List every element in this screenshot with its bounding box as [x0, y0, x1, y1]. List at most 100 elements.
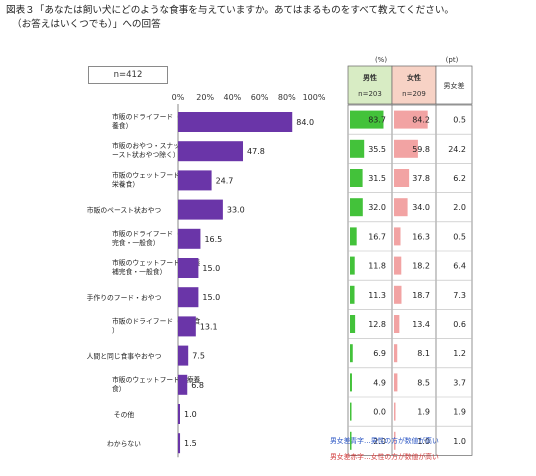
female-bar [394, 227, 401, 246]
female-bar [394, 198, 408, 217]
overall-bar [178, 374, 188, 395]
overall-value-label: 33.0 [227, 206, 245, 215]
diff-value-label: 1.0 [453, 437, 466, 446]
male-bar [350, 373, 352, 392]
female-value-label: 16.3 [412, 232, 430, 241]
female-bar [394, 373, 398, 392]
overall-bar [178, 345, 189, 366]
female-value-label: 13.4 [412, 320, 430, 329]
diff-value-label: 6.4 [453, 262, 466, 271]
category-label: 養食） [112, 121, 132, 130]
category-label: 市販のドライフード（療養食 [112, 316, 201, 325]
overall-bar [178, 433, 181, 454]
figure-title: 図表３「あなたは飼い犬にどのような食事を与えていますか。あてはまるものをすべて教… [6, 4, 454, 32]
category-label: 完食・一般食） [112, 238, 160, 247]
male-bar [350, 110, 384, 129]
male-value-label: 0.0 [373, 408, 386, 417]
female-bar [394, 285, 402, 304]
female-value-label: 1.9 [417, 408, 430, 417]
overall-bar [178, 258, 199, 278]
male-value-label: 83.7 [368, 116, 386, 125]
female-bar [394, 169, 410, 187]
overall-value-label: 1.0 [184, 410, 197, 419]
overall-bar [178, 404, 180, 424]
unit-pct: (%) [375, 56, 387, 64]
category-label: 市販のウェットフード（栄養 [112, 258, 201, 267]
diff-header-label: 男女差 [444, 81, 465, 90]
diff-value-label: 3.7 [453, 378, 466, 387]
overall-value-label: 47.8 [247, 147, 265, 156]
female-value-label: 1.0 [417, 437, 430, 446]
category-label: 市販のおやつ・スナック（ペ [112, 141, 201, 150]
overall-bar [178, 287, 199, 308]
category-label: 市販のウェットフード（総合 [112, 170, 201, 179]
female-value-label: 84.2 [412, 116, 430, 125]
male-value-label: 35.5 [368, 145, 386, 154]
male-bar [350, 139, 365, 158]
category-label: 市販のウェットフード（療養 [112, 375, 201, 384]
male-bar [350, 315, 356, 333]
female-bar [394, 315, 400, 333]
category-label: 食） [112, 384, 126, 393]
female-value-label: 18.2 [412, 262, 430, 271]
overall-value-label: 15.0 [202, 264, 220, 273]
x-tick-label: 0% [172, 93, 185, 102]
category-label: 補完食・一般食） [112, 267, 166, 276]
category-label: 人間と同じ食事やおやつ [87, 352, 162, 361]
overall-value-label: 13.1 [200, 322, 218, 331]
overall-value-label: 1.5 [184, 439, 197, 448]
male-bar [350, 169, 363, 187]
overall-bar [178, 170, 212, 191]
category-label: 手作りのフード・おやつ [87, 293, 162, 302]
overall-bar [178, 199, 223, 220]
female-n-label: n=209 [402, 90, 426, 98]
category-label: ） [112, 326, 119, 334]
unit-pt: (pt) [446, 56, 459, 64]
male-value-label: 6.9 [373, 349, 386, 358]
female-bar [394, 344, 398, 363]
x-tick-label: 80% [278, 93, 296, 102]
female-value-label: 8.1 [417, 349, 430, 358]
female-bar [394, 402, 396, 421]
male-value-label: 31.5 [368, 174, 386, 183]
overall-value-label: 15.0 [202, 293, 220, 302]
overall-value-label: 7.5 [192, 352, 205, 361]
male-value-label: 11.8 [368, 262, 386, 271]
diff-value-label: 0.5 [453, 232, 466, 241]
female-value-label: 59.8 [412, 145, 430, 154]
male-value-label: 2.0 [373, 437, 386, 446]
diff-value-label: 24.2 [448, 145, 466, 154]
category-label: 栄養食） [112, 179, 139, 188]
diff-value-label: 0.5 [453, 116, 466, 125]
female-bar [394, 431, 396, 450]
male-bar [350, 402, 352, 421]
male-bar [350, 344, 353, 363]
x-tick-label: 60% [251, 93, 269, 102]
legend-red-note: 男女差赤字…女性の方が数値が高い [330, 453, 439, 461]
diff-value-label: 2.0 [453, 203, 466, 212]
female-value-label: 18.7 [412, 291, 430, 300]
category-label: 市販のドライフード（栄養補 [112, 229, 201, 238]
x-tick-label: 100% [303, 93, 326, 102]
diff-value-label: 1.2 [453, 349, 466, 358]
male-bar [350, 285, 355, 304]
female-bar [394, 139, 418, 158]
female-header-label: 女性 [407, 73, 421, 82]
male-bar [350, 227, 357, 246]
male-value-label: 16.7 [368, 232, 386, 241]
female-header-cell [391, 65, 437, 105]
diff-value-label: 1.9 [453, 408, 466, 417]
x-tick-label: 40% [224, 93, 242, 102]
overall-bar [178, 141, 244, 162]
male-header-cell [347, 65, 393, 105]
female-value-label: 37.8 [412, 174, 430, 183]
female-value-label: 8.5 [417, 378, 430, 387]
diff-value-label: 0.6 [453, 320, 466, 329]
category-label: ースト状おやつ除く） [112, 150, 180, 159]
overall-value-label: 24.7 [216, 176, 234, 185]
overall-bar [178, 112, 293, 132]
female-value-label: 34.0 [412, 203, 430, 212]
category-label: 市販のドライフード（総合栄 [112, 112, 201, 121]
diff-value-label: 6.2 [453, 174, 466, 183]
